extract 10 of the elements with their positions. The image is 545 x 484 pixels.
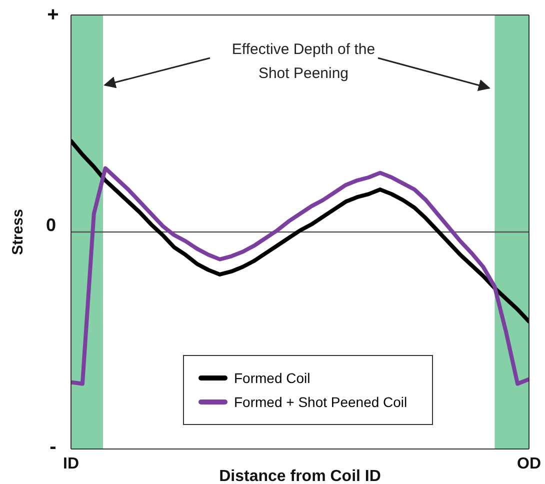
legend-label: Formed Coil — [234, 370, 310, 386]
text: Effective Depth of the Shot Peening — [230, 40, 376, 84]
text: + — [46, 4, 60, 27]
x-tick-label: OD — [517, 455, 541, 472]
text: 0 — [44, 215, 57, 236]
text: - — [50, 436, 56, 458]
x-tick-label: ID — [63, 455, 79, 472]
legend-label: Formed + Shot Peened Coil — [234, 394, 408, 410]
x-axis-title: Distance from Coil ID — [219, 468, 381, 484]
y-axis-title: Stress — [9, 209, 26, 255]
